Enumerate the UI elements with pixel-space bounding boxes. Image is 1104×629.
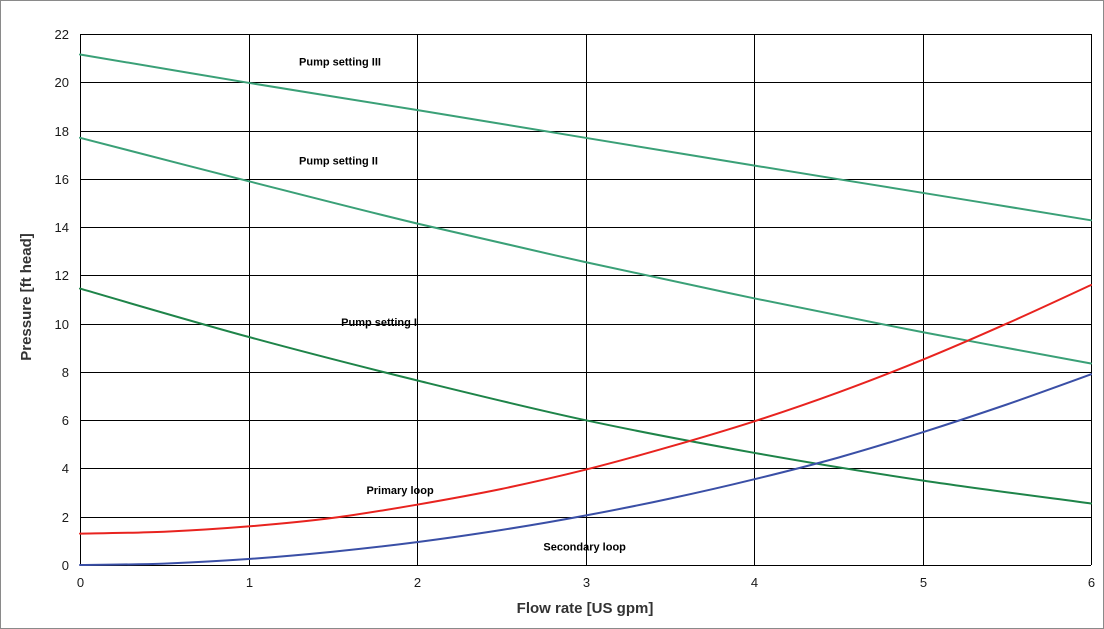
series-line-primary-loop [79,284,1092,535]
series-line-pump-setting-i [79,287,1092,505]
x-tick-label: 5 [920,575,927,590]
y-tick-label: 6 [62,413,69,428]
x-tick-label: 0 [77,575,84,590]
y-tick-label: 2 [62,510,69,525]
series-line-pump-setting-iii [79,53,1092,222]
series-label-pump-setting-i: Pump setting I [341,317,417,329]
x-tick-label: 2 [414,575,421,590]
x-tick-label: 4 [751,575,758,590]
y-tick-label: 8 [62,365,69,380]
grid [79,34,1092,567]
y-tick-label: 0 [62,558,69,573]
y-tick-label: 22 [55,27,69,42]
series-line-pump-setting-ii [79,136,1092,365]
series-label-pump-setting-ii: Pump setting II [299,155,378,167]
y-tick-label: 20 [55,75,69,90]
y-tick-label: 16 [55,172,69,187]
x-axis-title: Flow rate [US gpm] [517,600,654,617]
x-tick-label: 3 [583,575,590,590]
series-labels: Pump setting III Pump setting II Pump sett… [299,56,626,553]
x-tick-label: 1 [246,575,253,590]
series-lines [79,53,1092,566]
y-tick-label: 14 [55,220,69,235]
series-label-secondary-loop: Secondary loop [543,542,626,554]
y-tick-label: 4 [62,461,69,476]
y-tick-label: 12 [55,268,69,283]
y-tick-label: 18 [55,124,69,139]
x-tick-label: 6 [1088,575,1095,590]
y-axis-title: Pressure [ft head] [18,233,35,361]
series-label-primary-loop: Primary loop [366,485,434,497]
series-label-pump-setting-iii: Pump setting III [299,56,381,68]
series-line-secondary-loop [79,373,1092,566]
y-tick-label: 10 [55,317,69,332]
